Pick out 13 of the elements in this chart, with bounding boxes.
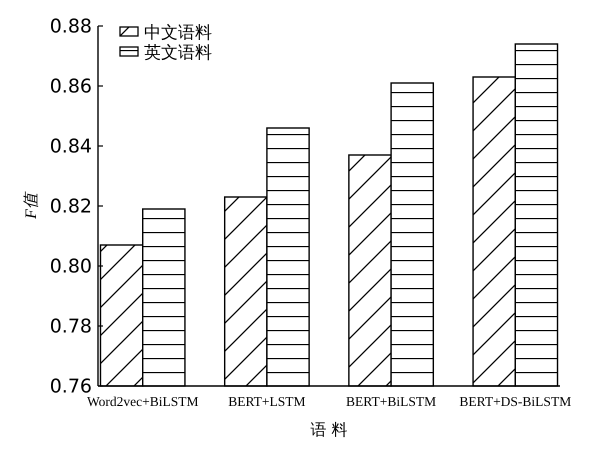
x-tick-label: BERT+DS-BiLSTM — [459, 394, 572, 409]
y-tick-label: 0.80 — [50, 256, 92, 278]
x-tick-label: BERT+BiLSTM — [346, 394, 436, 409]
y-tick-label: 0.84 — [50, 136, 92, 158]
y-tick-label: 0.88 — [50, 16, 92, 38]
y-tick-label: 0.82 — [50, 196, 92, 218]
y-tick-label: 0.78 — [50, 316, 92, 338]
y-axis-title: F值 — [23, 191, 40, 220]
legend-label: 英文语料 — [144, 42, 212, 63]
legend-label: 中文语料 — [144, 22, 212, 43]
y-tick-label: 0.86 — [50, 76, 92, 98]
x-axis-title: 语 料 — [310, 420, 348, 439]
x-tick-label: BERT+LSTM — [228, 394, 306, 409]
